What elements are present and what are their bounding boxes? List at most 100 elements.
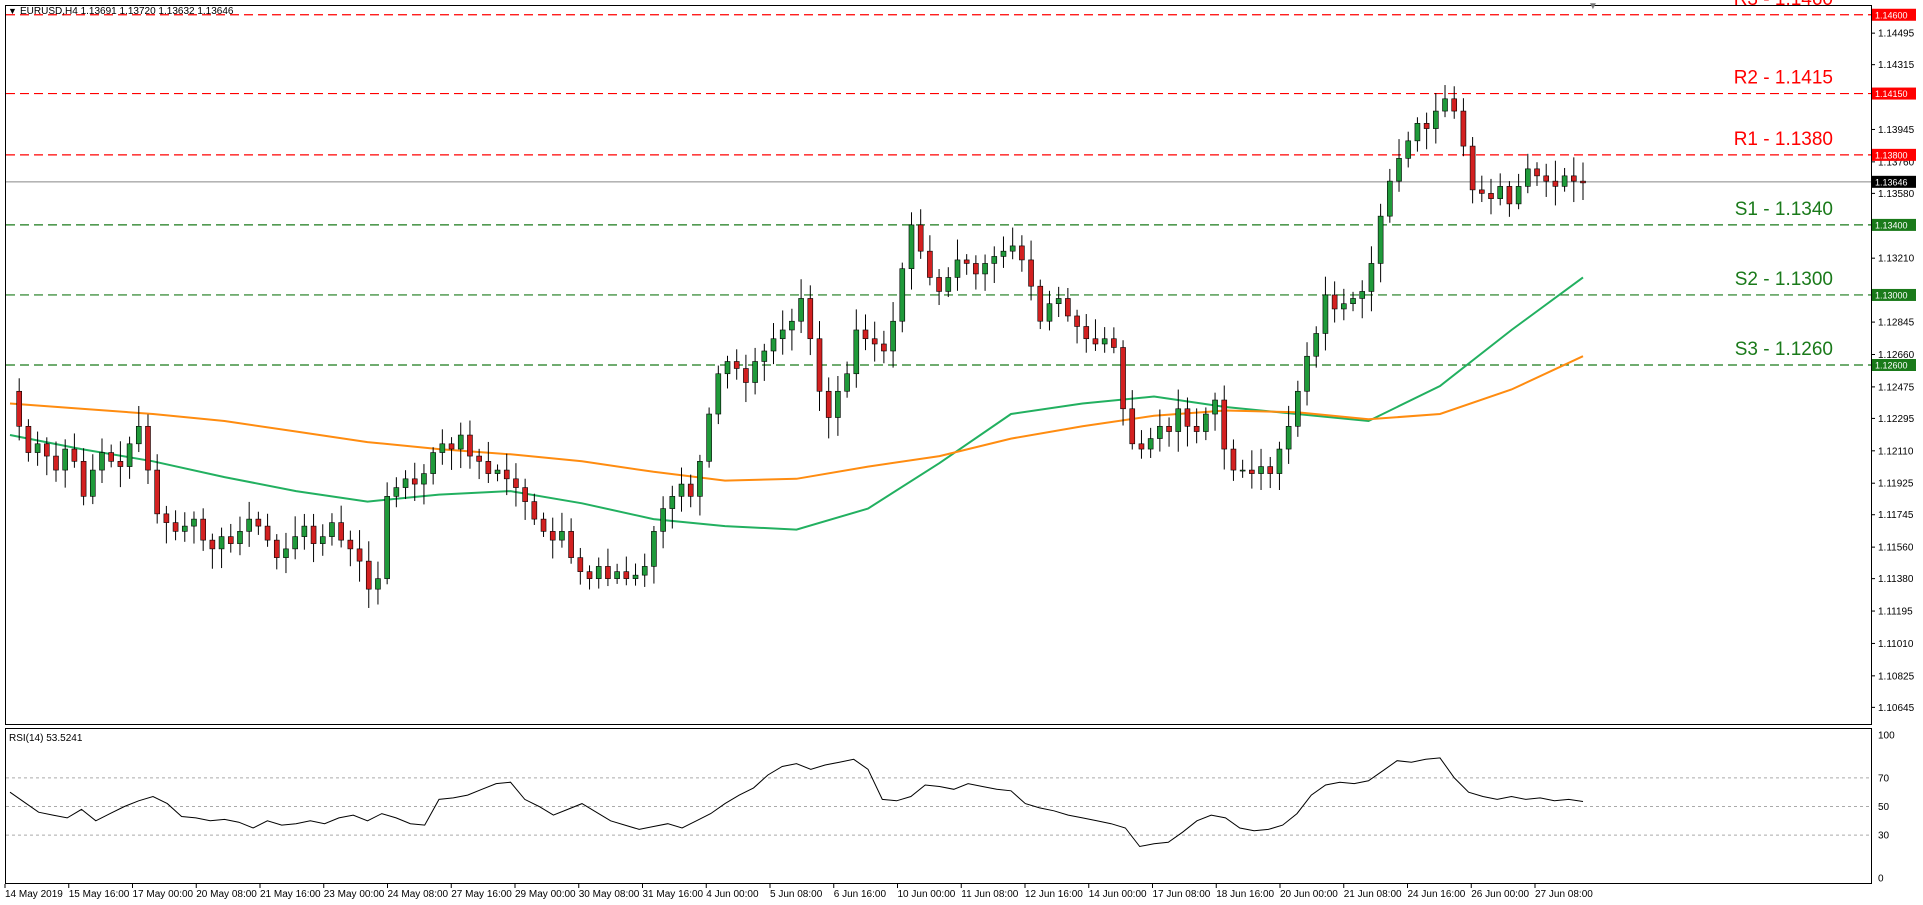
candle-body[interactable] [1111,338,1117,348]
candle-body[interactable] [669,496,676,509]
candle-body[interactable] [1405,140,1412,159]
candle-body[interactable] [1019,245,1025,261]
candle-body[interactable] [1065,298,1071,317]
candle-body[interactable] [1157,425,1163,439]
candle-body[interactable] [540,518,547,532]
candle-body[interactable] [1074,315,1080,327]
candle-body[interactable] [549,531,556,541]
candle-body[interactable] [835,390,841,418]
candle-body[interactable] [237,531,243,544]
candle-body[interactable] [973,263,979,275]
candle-body[interactable] [1000,250,1007,257]
candle-body[interactable] [899,268,906,322]
candle-body[interactable] [1055,298,1062,305]
candle-body[interactable] [264,525,271,541]
candle-body[interactable] [1377,215,1384,264]
candle-body[interactable] [724,361,731,375]
candle-body[interactable] [963,259,970,264]
candle-body[interactable] [1249,469,1255,474]
candle-body[interactable] [375,578,381,590]
candle-body[interactable] [292,536,298,550]
candle-body[interactable] [301,525,308,537]
candle-body[interactable] [1350,298,1356,305]
candle-body[interactable] [411,478,418,485]
candle-body[interactable] [752,361,758,383]
candle-body[interactable] [476,455,482,462]
candle-body[interactable] [559,531,565,541]
candle-body[interactable] [108,452,114,462]
candle-body[interactable] [1285,425,1292,450]
candle-body[interactable] [384,496,390,579]
candle-body[interactable] [577,557,584,572]
candle-body[interactable] [890,320,896,352]
candle-body[interactable] [448,443,455,450]
candle-body[interactable] [1203,413,1209,432]
candle-body[interactable] [1506,186,1513,205]
candle-body[interactable] [651,531,657,567]
candle-body[interactable] [1488,193,1494,199]
candle-body[interactable] [310,525,317,544]
candle-body[interactable] [89,469,96,497]
candle-body[interactable] [356,548,363,562]
candle-body[interactable] [982,263,988,275]
candle-body[interactable] [1561,175,1568,187]
candle-body[interactable] [743,368,749,383]
candle-body[interactable] [347,539,354,550]
candle-body[interactable] [467,434,473,457]
candle-body[interactable] [172,522,179,532]
candle-body[interactable] [1046,303,1053,322]
candle-body[interactable] [1479,189,1485,194]
candle-body[interactable] [1433,110,1439,129]
candle-body[interactable] [191,518,197,527]
candle-body[interactable] [1239,469,1246,472]
candle-body[interactable] [1423,123,1430,129]
candle-body[interactable] [53,455,59,471]
candle-body[interactable] [1322,294,1329,334]
candle-body[interactable] [816,338,823,392]
candle-body[interactable] [227,536,234,544]
candle-body[interactable] [1515,186,1522,205]
candle-body[interactable] [522,487,528,502]
candle-body[interactable] [1451,98,1458,112]
candle-body[interactable] [16,390,22,427]
candle-body[interactable] [218,536,225,550]
candle-body[interactable] [1543,175,1550,182]
candle-body[interactable] [1129,408,1136,445]
candle-body[interactable] [678,483,685,497]
candle-body[interactable] [1571,175,1577,182]
candle-body[interactable] [1552,180,1559,187]
candle-body[interactable] [421,473,427,485]
candle-body[interactable] [614,571,620,579]
candle-body[interactable] [871,338,878,345]
candle-body[interactable] [927,250,933,278]
candle-body[interactable] [1304,355,1310,392]
candle-body[interactable] [513,478,519,488]
candle-body[interactable] [660,508,666,532]
candle-body[interactable] [697,461,703,497]
candle-body[interactable] [733,361,740,369]
candle-body[interactable] [1193,425,1200,432]
candle-body[interactable] [936,277,942,292]
candle-body[interactable] [1442,98,1448,112]
candle-body[interactable] [687,483,694,497]
candle-body[interactable] [1258,466,1264,474]
candlesticks[interactable] [16,85,1586,608]
candle-body[interactable] [25,425,32,453]
candle-body[interactable] [1276,448,1283,474]
candle-body[interactable] [586,571,593,579]
candle-body[interactable] [1460,110,1467,147]
candle-body[interactable] [1175,408,1182,432]
candle-body[interactable] [715,373,722,415]
candle-body[interactable] [457,434,464,450]
candle-body[interactable] [126,443,133,467]
candle-body[interactable] [605,566,611,579]
candle-body[interactable] [595,566,602,579]
candle-body[interactable] [71,448,78,462]
candle-body[interactable] [1230,448,1237,471]
candle-body[interactable] [862,329,869,340]
candle-body[interactable] [34,443,41,453]
candle-body[interactable] [991,256,998,264]
candle-body[interactable] [1101,338,1108,345]
candle-body[interactable] [1313,333,1320,357]
